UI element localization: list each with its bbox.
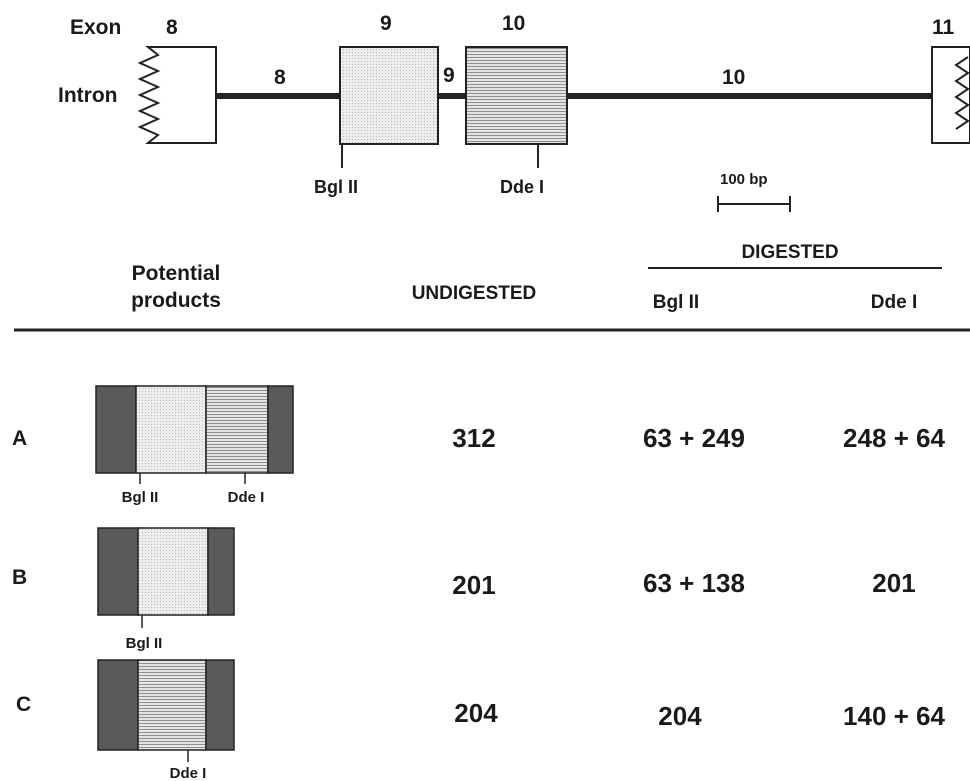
row-c-dde: 140 + 64 [843, 701, 945, 731]
intron-label: Intron [58, 84, 117, 107]
product-a-dde-site: Dde I [228, 489, 265, 506]
row-c-undigested: 204 [454, 698, 498, 728]
row-c-bgl: 204 [658, 701, 702, 731]
row-b-undigested: 201 [452, 570, 495, 600]
intron-10-number: 10 [722, 66, 745, 89]
exon-8-box [137, 46, 217, 144]
exon-11-number: 11 [932, 16, 955, 39]
scale-label: 100 bp [720, 171, 768, 188]
gene-map: Exon Intron 8 9 10 11 8 9 10 Bgl II Dde … [58, 12, 970, 212]
exon-9-number: 9 [380, 12, 392, 35]
header-digested: DIGESTED [741, 242, 838, 263]
row-b-label: B [12, 566, 27, 589]
row-b: B Bgl II 201 63 + 138 201 [12, 527, 916, 652]
exon-10-number: 10 [502, 12, 525, 35]
exon-10-box [465, 46, 568, 145]
row-a-undigested: 312 [452, 423, 495, 453]
row-a-label: A [12, 427, 27, 450]
row-b-dde: 201 [872, 568, 915, 598]
table-header: Potential products UNDIGESTED DIGESTED B… [14, 242, 970, 332]
exon-8-number: 8 [166, 16, 178, 39]
row-a-bgl: 63 + 249 [643, 423, 745, 453]
product-a-diagram [95, 385, 294, 484]
header-dde: Dde I [871, 292, 917, 313]
dde-site-label: Dde I [500, 177, 544, 197]
row-a-dde: 248 + 64 [843, 423, 945, 453]
bgl-site-label: Bgl II [314, 177, 358, 197]
product-a-bgl-site: Bgl II [122, 489, 159, 506]
product-b-bgl-site: Bgl II [126, 635, 163, 652]
row-a: A Bgl II Dde I 312 63 + 249 248 + 64 [12, 385, 946, 506]
header-products-line2: products [131, 289, 221, 312]
header-products-line1: Potential [132, 262, 221, 285]
header-undigested: UNDIGESTED [412, 283, 537, 304]
exon-9-box [339, 46, 439, 145]
row-c-label: C [16, 693, 31, 716]
intron-8-number: 8 [274, 66, 286, 89]
exon-11-zigzag [954, 56, 970, 130]
header-bgl: Bgl II [653, 292, 699, 313]
product-b-diagram [97, 527, 235, 628]
exon-label: Exon [70, 16, 121, 39]
row-c: C Dde I 204 204 140 + 64 [16, 659, 946, 781]
product-c-diagram [97, 659, 235, 762]
exon-11-box [931, 46, 970, 144]
intron-9-number: 9 [443, 64, 455, 87]
product-c-dde-site: Dde I [170, 765, 207, 781]
row-b-bgl: 63 + 138 [643, 568, 745, 598]
